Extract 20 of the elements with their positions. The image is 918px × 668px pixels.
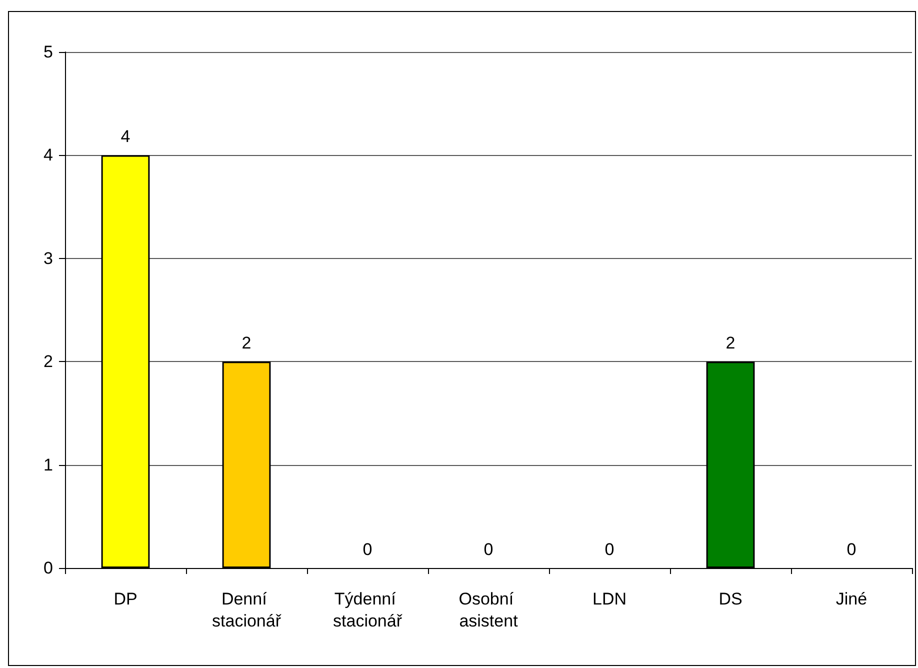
data-label: 0: [604, 540, 614, 559]
x-tick-label: Týdenní stacionář: [333, 590, 402, 630]
x-tick-label: Jiné: [836, 590, 868, 608]
x-tick-label: DP: [114, 590, 138, 608]
y-tick-label: 4: [44, 146, 53, 165]
x-tick-label: Denní stacionář: [212, 590, 282, 630]
data-label: 0: [362, 540, 372, 559]
x-tick-label: LDN: [592, 590, 627, 608]
y-tick-label: 3: [44, 248, 53, 268]
data-label: 2: [726, 334, 736, 353]
data-label: 4: [120, 127, 130, 146]
y-tick-label: 1: [44, 455, 53, 474]
x-tick-label: Osobní asistent: [458, 590, 518, 630]
y-tick-label: 5: [44, 42, 53, 62]
data-label: 2: [242, 334, 252, 353]
data-label: 0: [846, 540, 856, 559]
data-label: 0: [484, 540, 494, 559]
y-tick-label: 2: [44, 352, 53, 372]
x-tick-label: DS: [718, 590, 742, 608]
y-tick-label: 0: [44, 558, 53, 578]
